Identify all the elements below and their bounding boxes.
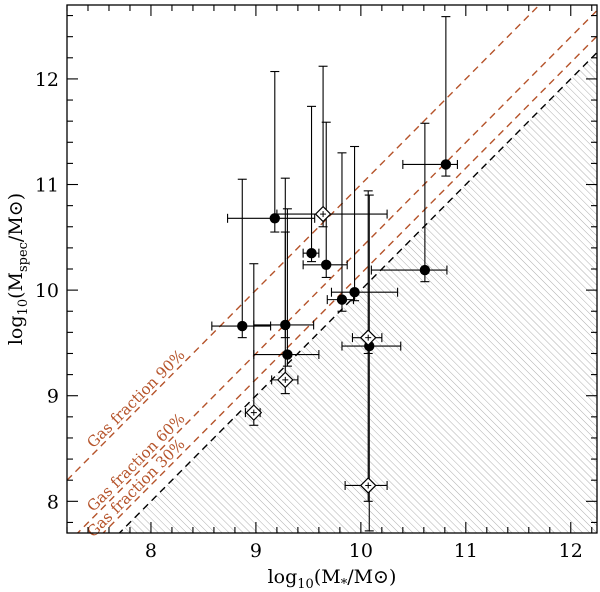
reference-line-one-to-one xyxy=(118,52,597,533)
data-point-filled xyxy=(269,213,281,224)
x-tick-label: 8 xyxy=(145,540,157,562)
y-tick-label: 8 xyxy=(47,491,59,513)
error-bar xyxy=(302,105,320,263)
error-bar xyxy=(253,177,315,339)
reference-line-gas-60 xyxy=(76,9,597,533)
excluded-region-hatch xyxy=(67,52,597,533)
error-bar xyxy=(276,65,388,228)
data-point-filled xyxy=(321,259,332,270)
error-bar xyxy=(370,122,448,283)
y-tick-label: 12 xyxy=(35,69,59,91)
data-point-filled xyxy=(306,247,317,259)
data-point-filled xyxy=(237,320,248,332)
y-tick-label: 10 xyxy=(35,280,59,302)
data-point-filled xyxy=(280,319,291,331)
x-tick-label: 12 xyxy=(559,540,583,562)
data-point-filled xyxy=(419,264,431,276)
y-axis-title: log10(Mspec/M⊙) xyxy=(5,193,31,345)
x-tick-label: 10 xyxy=(349,540,373,562)
error-bar xyxy=(330,145,399,302)
data-point-filled xyxy=(282,349,293,360)
error-bar xyxy=(211,178,272,339)
data-point-filled xyxy=(336,294,348,305)
x-tick-label: 11 xyxy=(454,540,478,562)
data-point-filled xyxy=(349,287,360,298)
y-tick-label: 11 xyxy=(35,175,59,197)
x-axis-title: log10(M*/M⊙) xyxy=(268,566,397,592)
y-tick-label: 9 xyxy=(47,386,59,408)
x-tick-label: 9 xyxy=(250,540,262,562)
data-point-filled xyxy=(440,159,452,170)
error-bar xyxy=(326,152,355,312)
reference-line-gas-30 xyxy=(102,35,597,533)
error-bar xyxy=(227,70,316,233)
